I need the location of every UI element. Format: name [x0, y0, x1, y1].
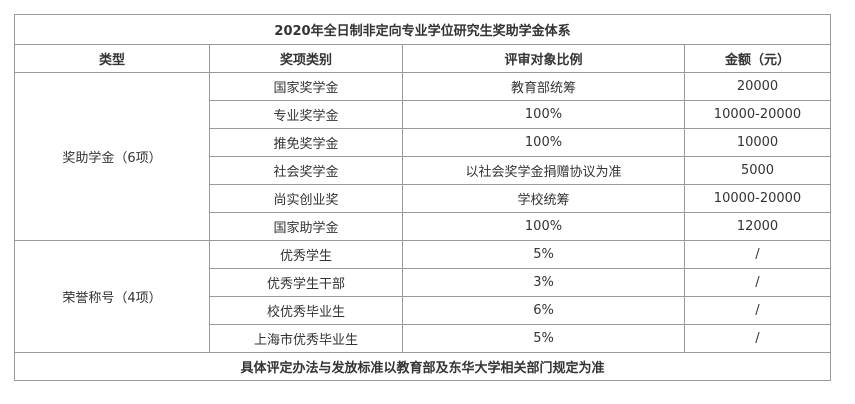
award-category: 专业奖学金	[209, 100, 403, 129]
award-category: 推免奖学金	[209, 128, 403, 157]
award-category: 优秀学生干部	[209, 268, 403, 297]
table-footer-note: 具体评定办法与发放标准以教育部及东华大学相关部门规定为准	[14, 352, 831, 381]
review-ratio: 6%	[402, 296, 685, 325]
group-label-scholarships: 奖助学金（6项）	[14, 72, 210, 241]
table-row: 国家助学金 100% 12000	[15, 212, 831, 241]
column-header-ratio: 评审对象比例	[402, 44, 685, 73]
award-category: 尚实创业奖	[209, 184, 403, 213]
amount-value: 10000-20000	[684, 100, 831, 129]
review-ratio: 5%	[402, 240, 685, 269]
award-category: 优秀学生	[209, 240, 403, 269]
review-ratio: 5%	[402, 324, 685, 353]
group-label-honors: 荣誉称号（4项）	[14, 240, 210, 353]
review-ratio: 3%	[402, 268, 685, 297]
award-category: 上海市优秀毕业生	[209, 324, 403, 353]
award-category: 国家助学金	[209, 212, 403, 241]
amount-value: 5000	[684, 156, 831, 185]
amount-value: /	[684, 324, 831, 353]
award-category: 国家奖学金	[209, 72, 403, 101]
table-row: 荣誉称号（4项） 优秀学生 5% /	[14, 240, 831, 353]
table-row: 上海市优秀毕业生 5% /	[15, 324, 831, 353]
amount-value: 20000	[684, 72, 831, 101]
table-title: 2020年全日制非定向专业学位研究生奖助学金体系	[14, 14, 831, 45]
column-header-type: 类型	[14, 44, 210, 73]
table-row: 奖助学金（6项） 国家奖学金 教育部统筹 20000	[14, 72, 831, 241]
award-category: 校优秀毕业生	[209, 296, 403, 325]
amount-value: 10000-20000	[684, 184, 831, 213]
review-ratio: 学校统筹	[402, 184, 685, 213]
table-row: 尚实创业奖 学校统筹 10000-20000	[15, 184, 831, 213]
amount-value: 10000	[684, 128, 831, 157]
review-ratio: 100%	[402, 128, 685, 157]
table-row: 专业奖学金 100% 10000-20000	[15, 100, 831, 129]
column-header-category: 奖项类别	[209, 44, 403, 73]
review-ratio: 100%	[402, 212, 685, 241]
amount-value: 12000	[684, 212, 831, 241]
table-row: 社会奖学金 以社会奖学金捐赠协议为准 5000	[15, 156, 831, 185]
review-ratio: 教育部统筹	[402, 72, 685, 101]
amount-value: /	[684, 268, 831, 297]
review-ratio: 100%	[402, 100, 685, 129]
table-row: 推免奖学金 100% 10000	[15, 128, 831, 157]
award-category: 社会奖学金	[209, 156, 403, 185]
amount-value: /	[684, 240, 831, 269]
table-row: 优秀学生干部 3% /	[15, 268, 831, 297]
amount-value: /	[684, 296, 831, 325]
review-ratio: 以社会奖学金捐赠协议为准	[402, 156, 685, 185]
scholarship-table: 2020年全日制非定向专业学位研究生奖助学金体系 类型 奖项类别 评审对象比例 …	[14, 14, 831, 381]
column-header-amount: 金额（元）	[684, 44, 831, 73]
